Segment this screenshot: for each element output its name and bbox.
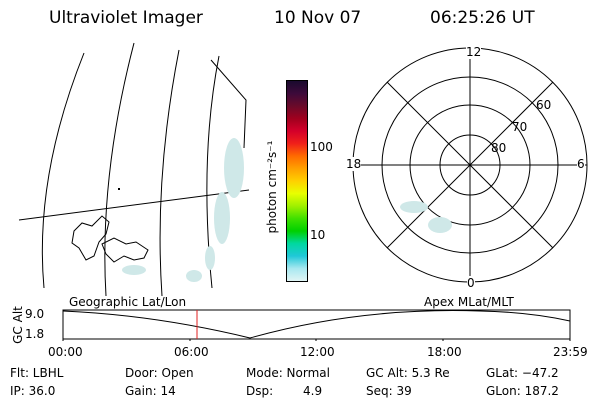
ip-info: IP: 36.0: [10, 384, 56, 398]
filter-info: Flt: LBHL: [10, 366, 64, 380]
dsp-label: Dsp:: [246, 384, 274, 398]
colorbar-tick-100: 100: [310, 140, 333, 154]
altitude-ytick-9: 9.0: [25, 307, 45, 321]
coastline: [71, 215, 110, 261]
altitude-plot-frame: [62, 309, 571, 340]
xtick-2359: 23:59: [553, 345, 588, 359]
glon-info: GLon: 187.2: [486, 384, 559, 398]
polar-plot: [352, 47, 588, 283]
coastline: [101, 237, 149, 263]
colorbar-units-label: photon cm⁻²s⁻¹: [265, 140, 279, 234]
geographic-map: [18, 42, 250, 297]
gc-alt-info: GC Alt: 5.3 Re: [366, 366, 450, 380]
mlat-label-60: 60: [536, 98, 552, 112]
seq-info: Seq: 39: [366, 384, 412, 398]
mlat-label-80: 80: [491, 141, 507, 155]
dsp-value: 4.9: [303, 384, 323, 398]
meridian-line: [104, 42, 135, 297]
polar-diagonal: [386, 81, 554, 249]
glat-info: GLat: −47.2: [486, 366, 559, 380]
altitude-right-title: Apex MLat/MLT: [424, 295, 514, 309]
mlt-label-18: 18: [346, 157, 362, 171]
mlat-label-70: 70: [512, 120, 528, 134]
mode-info: Mode: Normal: [246, 366, 330, 380]
color-scale-bar: [286, 80, 308, 282]
parallel-line: [18, 189, 250, 221]
instrument-title: Ultraviolet Imager: [49, 8, 203, 28]
altitude-curve: [62, 310, 571, 339]
time-label: 06:25:26 UT: [430, 8, 535, 28]
xtick-1800: 18:00: [427, 345, 462, 359]
altitude-ylabel: GC Alt: [11, 306, 25, 344]
mlt-label-0: 0: [467, 276, 475, 290]
aurora-emission: [400, 201, 452, 233]
meridian-line: [41, 52, 85, 289]
date-label: 10 Nov 07: [274, 8, 362, 28]
colorbar-tick-10: 10: [310, 228, 326, 242]
aurora-emission: [122, 138, 244, 282]
gain-info: Gain: 14: [125, 384, 176, 398]
meridian-line: [159, 49, 180, 297]
altitude-left-title: Geographic Lat/Lon: [69, 295, 187, 309]
map-edge-line: [210, 59, 247, 149]
xtick-0000: 00:00: [48, 345, 83, 359]
xtick-0600: 06:00: [174, 345, 209, 359]
xtick-1200: 12:00: [300, 345, 335, 359]
mlt-label-12: 12: [466, 45, 482, 59]
altitude-ytick-1-8: 1.8: [25, 327, 45, 341]
marker-dot: [118, 188, 120, 190]
altitude-plot: [62, 309, 571, 341]
mlt-label-6: 6: [577, 157, 585, 171]
door-info: Door: Open: [125, 366, 194, 380]
